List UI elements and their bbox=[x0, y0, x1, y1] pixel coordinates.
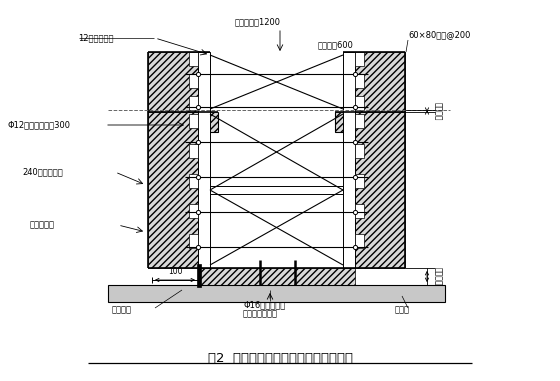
Bar bbox=[355, 204, 364, 218]
Bar bbox=[189, 174, 198, 188]
Bar bbox=[335, 112, 355, 132]
Bar bbox=[148, 52, 198, 112]
Bar bbox=[189, 204, 198, 218]
Bar bbox=[148, 112, 198, 268]
Text: 240厚砖砌地模: 240厚砖砌地模 bbox=[22, 168, 63, 176]
Bar bbox=[355, 234, 364, 248]
Text: Φ16钢筋支撑焊: Φ16钢筋支撑焊 bbox=[243, 301, 285, 309]
Bar bbox=[189, 52, 198, 66]
Bar bbox=[189, 234, 198, 248]
Text: 12厚竹胶合板: 12厚竹胶合板 bbox=[78, 34, 114, 43]
Bar bbox=[355, 52, 364, 66]
Bar bbox=[189, 74, 198, 88]
Bar bbox=[210, 186, 343, 194]
Text: 底板厚度: 底板厚度 bbox=[433, 102, 442, 120]
Text: 60×80木枋@200: 60×80木枋@200 bbox=[408, 30, 470, 40]
Bar bbox=[355, 144, 364, 158]
Bar bbox=[198, 52, 210, 268]
Bar bbox=[198, 268, 355, 285]
Text: 底板厚度: 底板厚度 bbox=[433, 267, 442, 286]
Bar bbox=[343, 52, 355, 268]
Text: 止水钢板: 止水钢板 bbox=[112, 306, 132, 314]
Bar bbox=[355, 52, 405, 112]
Bar bbox=[189, 114, 198, 128]
Text: 图2  电梯井坑、集水井坑处模板支设图: 图2 电梯井坑、集水井坑处模板支设图 bbox=[208, 352, 352, 365]
Bar bbox=[189, 144, 198, 158]
Bar bbox=[189, 96, 198, 110]
Bar bbox=[355, 74, 364, 88]
Bar bbox=[108, 285, 445, 302]
Text: 砼垫层: 砼垫层 bbox=[395, 306, 410, 314]
Text: 100: 100 bbox=[168, 267, 182, 277]
Bar bbox=[355, 114, 364, 128]
Text: 预埋钢筋头: 预埋钢筋头 bbox=[30, 221, 55, 229]
Bar bbox=[198, 112, 218, 132]
Bar bbox=[355, 174, 364, 188]
Bar bbox=[197, 264, 201, 287]
Bar bbox=[355, 96, 364, 110]
Text: 接于底板钢筋上: 接于底板钢筋上 bbox=[243, 309, 278, 319]
Text: 立杆纵横距1200: 立杆纵横距1200 bbox=[235, 18, 281, 27]
Text: Φ12螺杆纵横间距300: Φ12螺杆纵横间距300 bbox=[8, 120, 71, 130]
Bar bbox=[355, 112, 405, 268]
Text: 横杆步距600: 横杆步距600 bbox=[318, 40, 354, 50]
